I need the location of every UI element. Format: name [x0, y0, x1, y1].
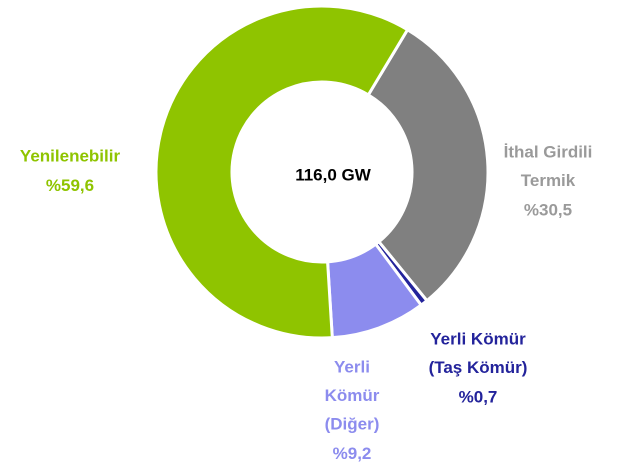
slice-value-label: %30,5 [524, 200, 572, 219]
donut-slice [366, 27, 490, 303]
slice-label: Termik [521, 171, 576, 190]
slice-label: İthal Girdili [504, 142, 593, 161]
slice-value-label: %0,7 [459, 387, 498, 406]
slice-label: Kömür [325, 386, 380, 405]
slice-label: Yerli Kömür [430, 329, 526, 348]
slice-label: (Taş Kömür) [429, 358, 528, 377]
slice-label: Yerli [334, 357, 370, 376]
slice-value-label: %59,6 [46, 176, 94, 195]
slice-label: Yenilenebilir [20, 146, 121, 165]
slice-label: (Diğer) [325, 414, 380, 433]
slice-value-label: %9,2 [333, 444, 372, 463]
center-label: 116,0 GW [295, 165, 372, 184]
donut-slice [154, 4, 410, 340]
